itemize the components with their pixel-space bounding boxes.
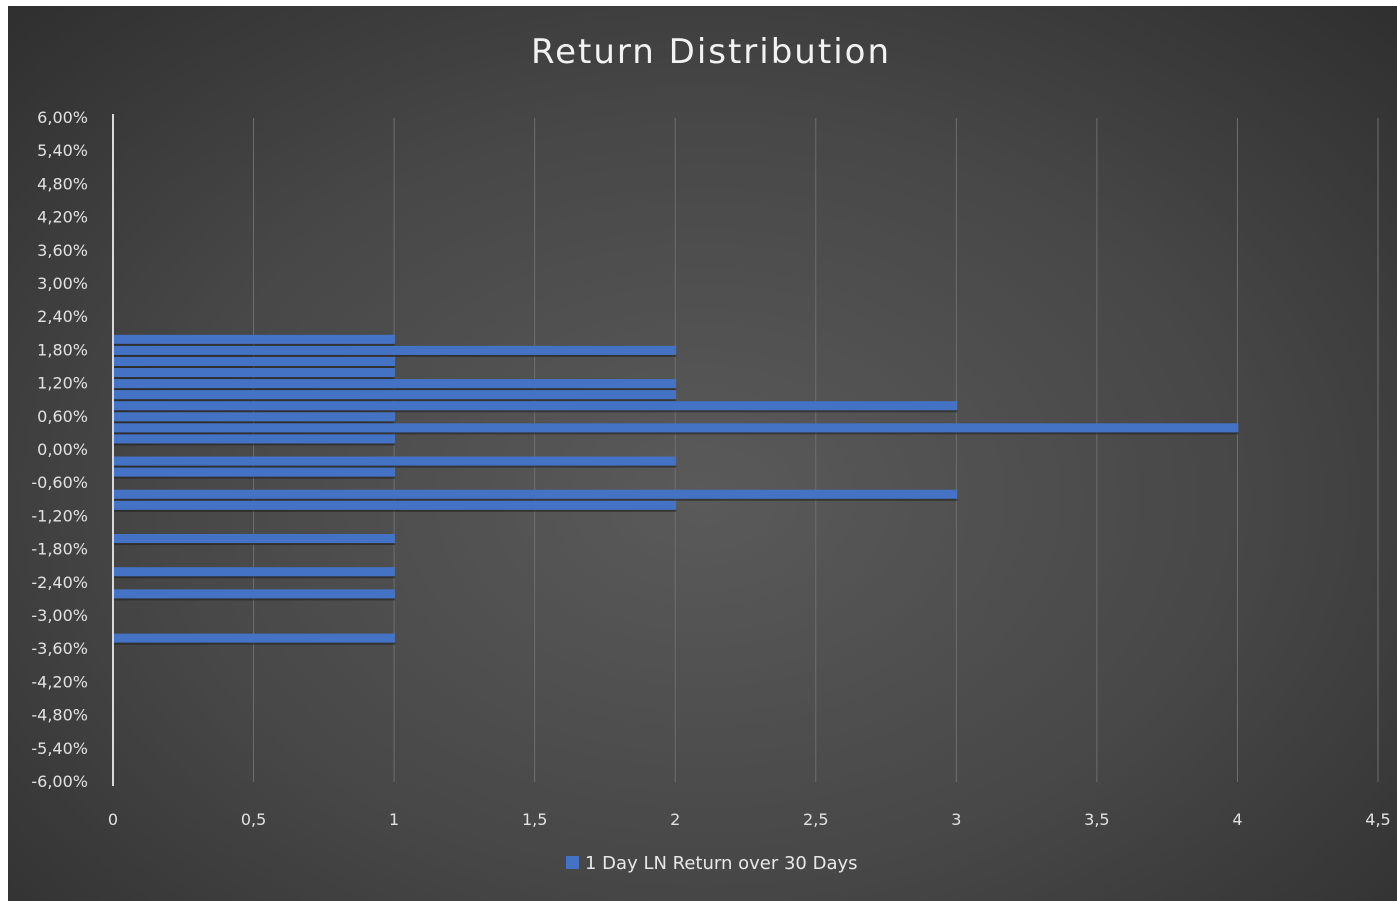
y-tick-label: -1,20% — [31, 506, 88, 525]
y-tick-label: 3,60% — [37, 241, 88, 260]
bar-0 — [114, 334, 396, 344]
y-tick-label: -0,60% — [31, 473, 88, 492]
chart-area: Return Distribution 0 0,5 1 1,5 2 2,5 3 3,5 4 4,5… — [8, 6, 1397, 901]
y-tick-label: -3,60% — [31, 639, 88, 658]
x-tick-label: 3 — [951, 810, 961, 829]
bar-11 — [114, 467, 396, 477]
y-tick-label: -6,00% — [31, 772, 88, 791]
bar-4 — [114, 379, 677, 389]
y-tick-label: 3,00% — [37, 274, 88, 293]
y-tick-label: -4,20% — [31, 672, 88, 691]
bar-7 — [114, 412, 396, 422]
y-tick-label: 4,20% — [37, 208, 88, 227]
bar-14 — [114, 533, 396, 544]
x-tick-label: 4,5 — [1365, 810, 1390, 829]
bar-3 — [114, 367, 396, 378]
x-tick-label: 0 — [108, 810, 118, 829]
y-tick-label: 0,60% — [37, 407, 88, 426]
bar-8 — [114, 423, 1239, 433]
y-tick-label: 5,40% — [37, 141, 88, 160]
bar-15 — [114, 567, 396, 577]
legend-label: 1 Day LN Return over 30 Days — [585, 853, 858, 874]
x-tick-label: 2,5 — [803, 810, 828, 829]
bar-6 — [114, 401, 958, 411]
bar-17 — [114, 633, 396, 643]
chart-title: Return Distribution — [531, 32, 891, 72]
bar-10 — [114, 456, 677, 466]
return-distribution-chart: Return Distribution 0 0,5 1 1,5 2 2,5 3 3,5 4 4,5… — [31, 32, 1390, 874]
y-tick-label: 1,20% — [37, 374, 88, 393]
y-tick-label: -3,00% — [31, 606, 88, 625]
y-tick-label: 4,80% — [37, 174, 88, 193]
bar-5 — [114, 390, 677, 400]
y-tick-label: -4,80% — [31, 706, 88, 725]
legend-swatch — [566, 856, 579, 869]
y-tick-label: 1,80% — [37, 340, 88, 359]
x-tick-label: 2 — [670, 810, 680, 829]
bar-2 — [114, 356, 396, 367]
bar-12 — [114, 489, 958, 499]
x-tick-label: 0,5 — [241, 810, 266, 829]
y-tick-label: 2,40% — [37, 307, 88, 326]
bar-16 — [114, 589, 396, 599]
bar-13 — [114, 500, 677, 510]
x-tick-label: 4 — [1232, 810, 1242, 829]
x-tick-label: 1,5 — [522, 810, 547, 829]
y-tick-label: 6,00% — [37, 108, 88, 127]
y-tick-label: 0,00% — [37, 440, 88, 459]
bar-1 — [114, 345, 677, 355]
y-tick-label: -1,80% — [31, 540, 88, 559]
x-tick-label: 1 — [389, 810, 399, 829]
y-tick-label: -2,40% — [31, 573, 88, 592]
y-tick-label: -5,40% — [31, 739, 88, 758]
x-tick-label: 3,5 — [1084, 810, 1109, 829]
bar-9 — [114, 434, 396, 444]
